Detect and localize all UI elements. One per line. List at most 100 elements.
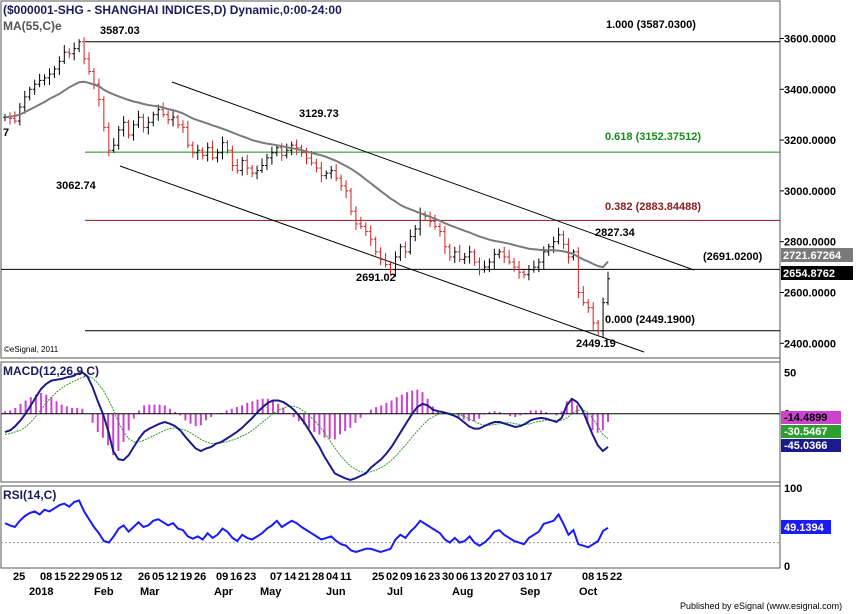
candle <box>82 37 87 65</box>
date-month-label: Feb <box>94 586 114 598</box>
candle <box>601 297 606 337</box>
candle <box>467 245 472 264</box>
annotation-high: 3587.03 <box>100 25 140 37</box>
fib-label-100: 1.000 (3587.0300) <box>606 19 696 31</box>
price-tick-label: 2600.0000 <box>784 287 836 299</box>
candle <box>12 111 17 124</box>
candle <box>205 142 210 162</box>
price-tick-label: 3000.0000 <box>784 186 836 198</box>
candle <box>274 145 279 157</box>
macd-badge-signal-text: -30.5467 <box>784 426 827 438</box>
candle <box>47 68 52 85</box>
candle <box>487 258 492 273</box>
date-month-label: Aug <box>452 586 473 598</box>
candle <box>373 236 378 256</box>
fib-label-000: 0.000 (2449.1900) <box>605 314 695 326</box>
price-tick-label: 3200.0000 <box>784 135 836 147</box>
candle <box>388 260 393 275</box>
candle <box>166 110 171 125</box>
date-day-label: 22 <box>610 571 622 583</box>
candle <box>146 116 151 135</box>
annotation-2691: 2691.02 <box>356 272 396 284</box>
candle <box>531 260 536 273</box>
date-month-label: 2018 <box>29 586 53 598</box>
date-day-label: 05 <box>152 571 164 583</box>
date-day-label: 15 <box>54 571 66 583</box>
macd-badge-signal <box>781 425 841 438</box>
rsi-tick-label: 0 <box>784 561 790 573</box>
candle <box>586 299 591 313</box>
candle <box>492 248 497 270</box>
candle <box>502 246 507 264</box>
date-day-label: 11 <box>340 571 352 583</box>
candle <box>195 144 200 160</box>
price-badge-close <box>781 266 853 280</box>
candle <box>497 248 502 259</box>
candle <box>477 257 482 276</box>
rsi-line <box>4 499 609 554</box>
date-day-label: 25 <box>13 571 25 583</box>
candle <box>67 48 72 59</box>
candle <box>269 146 274 165</box>
price-tick-label: 3600.0000 <box>784 33 836 45</box>
date-day-label: 06 <box>456 571 468 583</box>
candle <box>180 120 185 133</box>
candle <box>591 302 596 331</box>
macd-line <box>4 371 609 482</box>
candle <box>87 52 92 75</box>
macd-signal-line <box>4 375 609 474</box>
chart-title: ($000001-SHG - SHANGHAI INDICES,D) Dynam… <box>3 3 342 17</box>
date-axis: 25 08 15 22 29 05 12 26 05 12 19 26 09 16 23 07 14 21 28 04… <box>1 567 780 598</box>
candle <box>339 174 344 191</box>
candle <box>264 153 269 171</box>
date-day-label: 23 <box>428 571 440 583</box>
candle <box>408 229 413 255</box>
candle <box>348 187 353 216</box>
candle <box>581 285 586 306</box>
candle <box>215 148 220 163</box>
candle <box>566 238 571 264</box>
date-day-label: 08 <box>40 571 52 583</box>
date-day-label: 17 <box>540 571 552 583</box>
candle <box>37 73 42 88</box>
date-month-label: Apr <box>214 586 234 598</box>
candle <box>250 164 255 178</box>
candle <box>116 125 121 150</box>
candle <box>561 230 566 249</box>
date-day-label: 09 <box>400 571 412 583</box>
candle <box>319 161 324 183</box>
date-day-label: 30 <box>442 571 454 583</box>
date-month-label: Jun <box>326 586 346 598</box>
candle <box>151 111 156 127</box>
date-day-label: 16 <box>230 571 242 583</box>
fib-label-618: 0.618 (3152.37512) <box>605 131 701 143</box>
date-day-label: 19 <box>180 571 192 583</box>
candle <box>220 136 225 160</box>
candle <box>111 138 116 153</box>
candle <box>230 145 235 172</box>
candle <box>353 206 358 231</box>
candle <box>457 244 462 263</box>
date-day-label: 12 <box>110 571 122 583</box>
candle <box>42 74 47 86</box>
date-day-label: 13 <box>470 571 482 583</box>
candle <box>225 140 230 154</box>
candle <box>413 224 418 242</box>
date-day-label: 03 <box>512 571 524 583</box>
candle <box>393 251 398 277</box>
price-badge-close-text: 2654.8762 <box>783 268 835 280</box>
candle <box>126 119 131 139</box>
candle <box>526 265 531 281</box>
candle <box>334 163 339 182</box>
copyright-text: ©eSignal, 2011 <box>4 345 59 354</box>
macd-badge-hist-text: -14.4899 <box>784 412 827 424</box>
candle <box>358 216 363 229</box>
candle <box>131 120 136 141</box>
date-day-label: 27 <box>498 571 510 583</box>
candle <box>512 257 517 272</box>
candle <box>433 214 438 230</box>
rsi-tick-label: 100 <box>784 483 802 495</box>
candle <box>185 120 190 149</box>
date-day-label: 04 <box>326 571 339 583</box>
candle <box>576 247 581 299</box>
